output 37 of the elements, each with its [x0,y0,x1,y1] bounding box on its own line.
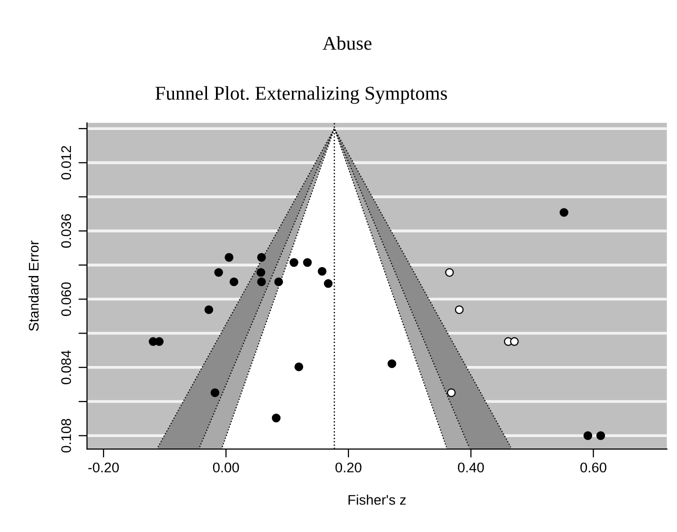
point [204,305,214,314]
point [257,277,266,286]
point [446,388,456,398]
y-tick-label: 0.108 [61,418,72,452]
point [256,268,266,277]
point [560,208,568,217]
point [318,266,326,276]
point [290,258,298,267]
point [224,253,234,262]
y-tick-label: 0.084 [61,350,72,384]
point [324,279,333,288]
point [388,359,396,368]
point [210,388,220,398]
point [596,431,606,440]
point [230,277,238,286]
x-tick-label: 0.20 [335,462,362,472]
x-tick-label: -0.20 [88,462,119,472]
chart-title: Abuse [322,36,372,50]
point [454,305,464,314]
y-tick-label: 0.036 [61,214,72,248]
x-tick-label: 0.00 [213,462,239,472]
x-tick-label: 0.60 [580,462,606,472]
point [303,258,312,267]
point [274,277,284,286]
point [214,268,223,277]
point [445,268,454,277]
y-tick-label: 0.060 [61,282,72,316]
point [257,253,266,262]
point [272,414,281,422]
chart-subtitle: Funnel Plot. Externalizing Symptoms [155,86,447,104]
point [510,337,519,346]
y-axis-title: Standard Error [28,240,39,331]
point [294,362,304,372]
x-tick-label: 0.40 [458,462,484,472]
x-axis-title: Fisher's z [348,494,406,505]
point [584,431,592,440]
y-tick-label: 0.012 [61,146,72,180]
